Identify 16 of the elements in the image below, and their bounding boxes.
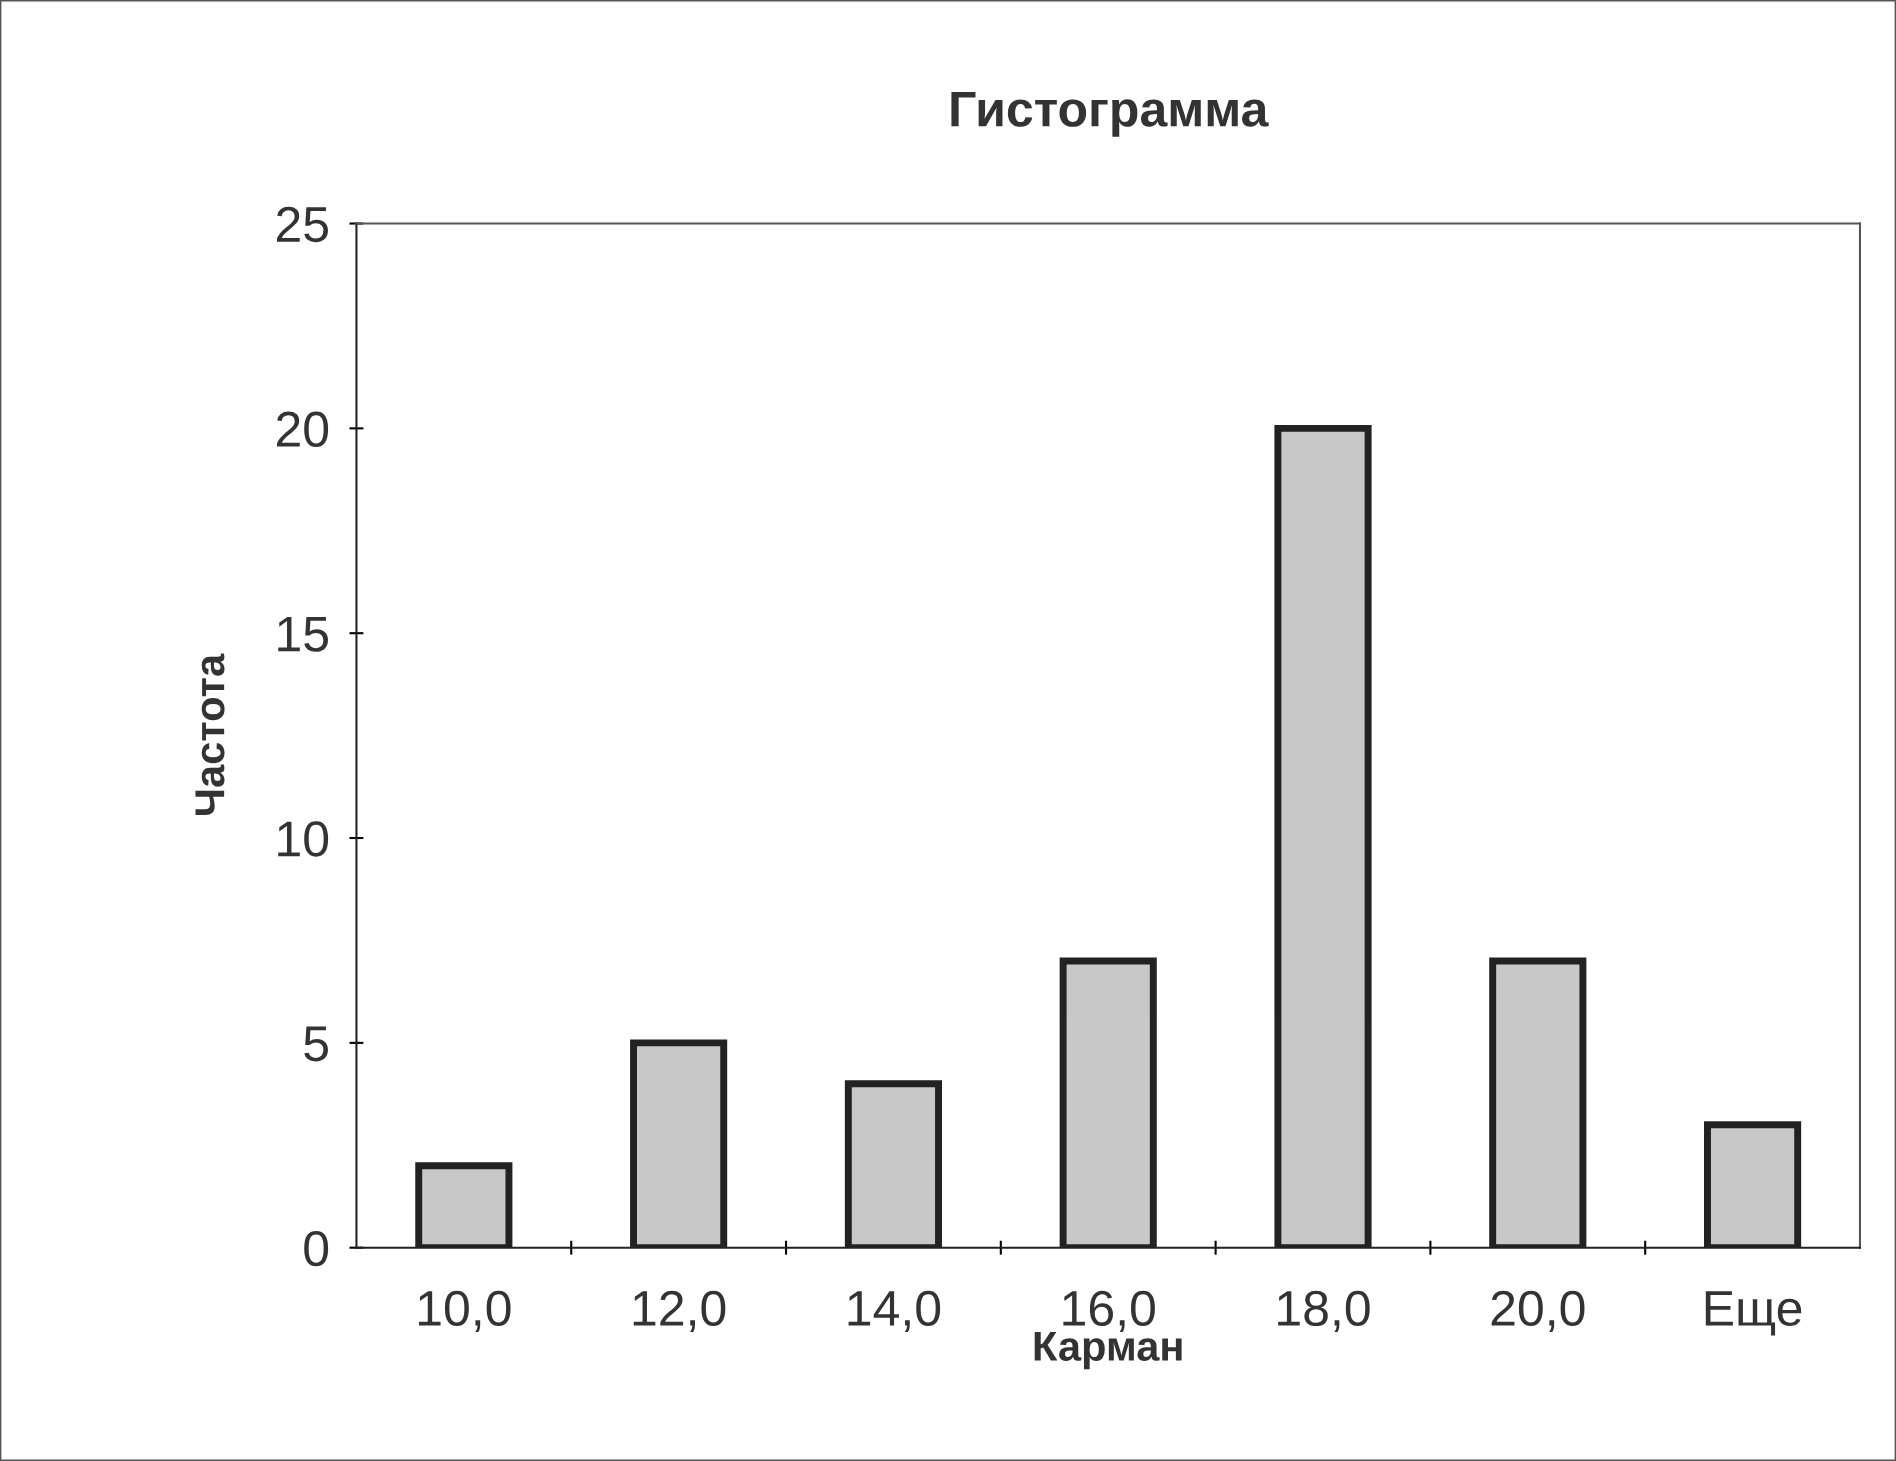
x-tick-label: 16,0	[1063, 1290, 1155, 1332]
y-tick-label: 10	[278, 821, 329, 857]
y-tick-label: 0	[304, 1230, 329, 1267]
y-tick-label: 20	[276, 411, 329, 447]
x-tick-label: 10,0	[419, 1290, 511, 1332]
x-tick-label: 12,0	[633, 1290, 726, 1332]
y-tick-label: 15	[278, 616, 328, 652]
x-tick-label: 14,0	[848, 1290, 941, 1332]
y-tick-label: 5	[304, 1026, 328, 1062]
chart-title: Гистограмма	[951, 91, 1269, 137]
y-axis-title: Частота	[195, 653, 225, 816]
x-axis-title: Карман	[1034, 1331, 1182, 1370]
x-tick-label: Еще	[1705, 1291, 1802, 1336]
x-tick-label: 18,0	[1278, 1290, 1370, 1332]
y-tick-label: 25	[276, 206, 328, 243]
x-tick-label: 20,0	[1491, 1290, 1585, 1332]
